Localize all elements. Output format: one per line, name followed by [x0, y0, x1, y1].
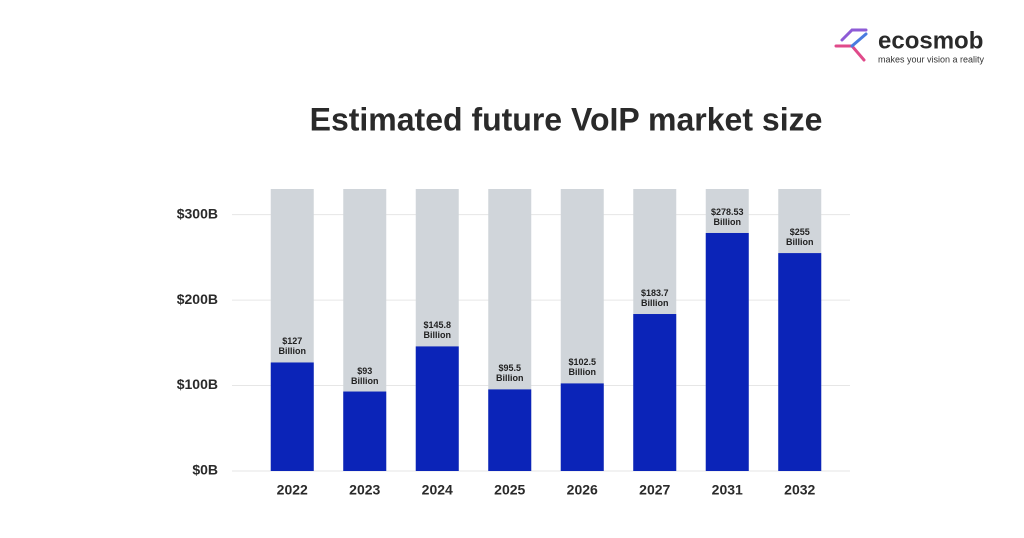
- x-tick-label: 2024: [422, 482, 453, 498]
- x-tick-label: 2026: [567, 482, 598, 498]
- value-label: $255 Billion: [786, 227, 814, 248]
- value-label: $93 Billion: [351, 365, 379, 386]
- value-label: $102.5 Billion: [568, 357, 597, 378]
- bar: [633, 314, 677, 471]
- logo-icon: [834, 28, 868, 62]
- x-tick-label: 2025: [494, 482, 525, 498]
- y-tick-label: $100B: [177, 376, 218, 392]
- bar: [415, 346, 459, 471]
- bar: [560, 383, 604, 471]
- value-label: $95.5 Billion: [496, 363, 524, 384]
- x-tick-label: 2032: [784, 482, 815, 498]
- bar: [778, 253, 822, 471]
- bar: [705, 232, 749, 471]
- x-tick-label: 2031: [712, 482, 743, 498]
- value-label: $183.7 Billion: [640, 288, 669, 309]
- logo-name: ecosmob: [878, 27, 983, 54]
- y-tick-label: $300B: [177, 205, 218, 221]
- value-label: $145.8 Billion: [423, 320, 452, 341]
- value-label: $127 Billion: [278, 336, 307, 357]
- y-tick-label: $0B: [192, 462, 218, 478]
- x-tick-label: 2022: [277, 482, 308, 498]
- bar: [343, 391, 387, 471]
- chart-title: Estimated future VoIP market size: [310, 101, 823, 137]
- bar: [488, 389, 532, 471]
- x-tick-label: 2027: [639, 482, 670, 498]
- bar: [270, 362, 314, 471]
- logo-tagline: makes your vision a reality: [878, 54, 985, 64]
- y-tick-label: $200B: [177, 291, 218, 307]
- value-label: $278.53 Billion: [710, 206, 744, 227]
- x-tick-label: 2023: [349, 482, 380, 498]
